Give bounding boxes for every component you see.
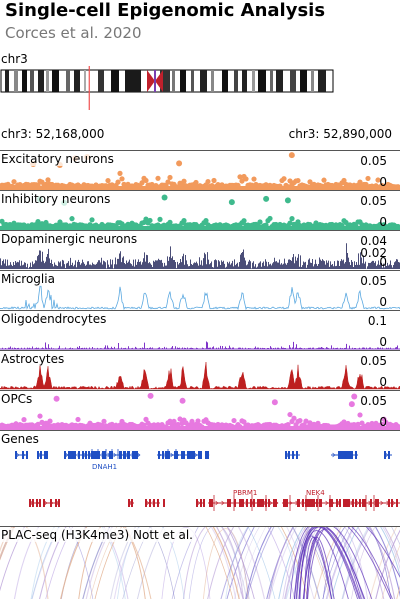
track-label: Inhibitory neurons xyxy=(1,192,113,206)
chromosome-label: chr3 xyxy=(1,52,28,66)
gene-annotations xyxy=(15,449,400,511)
track-signal xyxy=(0,194,400,230)
track-max-tick: 0.1 xyxy=(367,314,387,328)
track-min-tick: 0 xyxy=(379,335,387,349)
track-signal xyxy=(0,243,400,269)
track-label: Microglia xyxy=(1,272,57,286)
plac-seq-track[interactable]: PLAC-seq (H3K4me3) Nott et al. xyxy=(0,526,400,599)
gene-track-label: Genes xyxy=(1,432,41,446)
track-min-tick: 0 xyxy=(379,215,387,229)
track-inhibitory-neurons[interactable]: Inhibitory neurons 0.05 0 xyxy=(0,190,400,231)
track-microglia[interactable]: Microglia 0.05 0 xyxy=(0,270,400,311)
track-label: OPCs xyxy=(1,392,35,406)
gene-label-pbrm1[interactable]: PBRM1 xyxy=(233,489,258,497)
track-max-tick: 0.04 xyxy=(360,234,387,248)
track-signal xyxy=(0,152,400,190)
region-end-label: chr3: 52,890,000 xyxy=(288,127,392,141)
track-max-tick: 0.05 xyxy=(360,354,387,368)
track-label: Oligodendrocytes xyxy=(1,312,109,326)
track-max-tick: 0.05 xyxy=(360,394,387,408)
track-signal xyxy=(0,361,400,390)
track-astrocytes[interactable]: Astrocytes 0.05 0 xyxy=(0,350,400,391)
gene-track[interactable]: Genes DNAH1 PBRM1 NEK4 xyxy=(0,430,400,526)
page-title: Single-cell Epigenomic Analysis xyxy=(5,0,326,21)
gene-label-nek4[interactable]: NEK4 xyxy=(306,489,325,497)
track-opcs[interactable]: OPCs 0.05 0 xyxy=(0,390,400,431)
gene-label-dnah1[interactable]: DNAH1 xyxy=(92,463,118,471)
chromosome-ideogram[interactable] xyxy=(0,66,400,110)
region-start-label: chr3: 52,168,000 xyxy=(1,127,105,141)
track-min-tick: 0 xyxy=(379,255,387,269)
track-max-tick: 0.05 xyxy=(360,194,387,208)
track-min-tick: 0 xyxy=(379,295,387,309)
plac-seq-label: PLAC-seq (H3K4me3) Nott et al. xyxy=(1,528,195,542)
track-label: Astrocytes xyxy=(1,352,67,366)
track-label: Excitatory neurons xyxy=(1,152,116,166)
page-subtitle: Corces et al. 2020 xyxy=(5,24,142,42)
track-min-tick: 0 xyxy=(379,375,387,389)
track-signal xyxy=(0,285,400,311)
track-signal xyxy=(0,392,400,430)
track-oligodendrocytes[interactable]: Oligodendrocytes 0.1 0 xyxy=(0,310,400,351)
track-mid-tick: 0.02 xyxy=(360,246,387,260)
track-label: Dopaminergic neurons xyxy=(1,232,140,246)
track-min-tick: 0 xyxy=(379,175,387,189)
track-dopaminergic-neurons[interactable]: Dopaminergic neurons 0.04 0.02 0 xyxy=(0,230,400,271)
track-min-tick: 0 xyxy=(379,415,387,429)
track-signal xyxy=(0,341,400,350)
track-max-tick: 0.05 xyxy=(360,274,387,288)
track-max-tick: 0.05 xyxy=(360,154,387,168)
track-excitatory-neurons[interactable]: Excitatory neurons 0.05 0 xyxy=(0,150,400,191)
